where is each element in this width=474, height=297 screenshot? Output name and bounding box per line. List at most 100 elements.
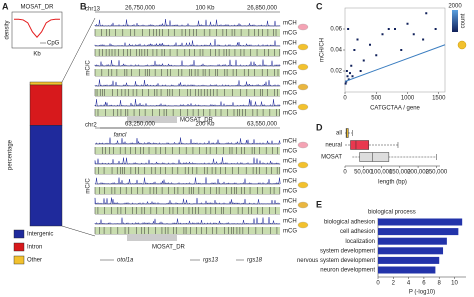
scatter-point [351,75,354,78]
scatter-point [353,49,356,51]
track-signal [95,167,280,174]
track-label: mCG [283,169,297,175]
track-signal [95,147,280,154]
track-signal [94,39,281,47]
track-label: mCH [283,41,297,47]
species-icon [297,83,309,91]
category-label: neuron development [320,268,375,274]
species-icon [297,181,309,189]
x-tick-label: 8 [438,281,442,287]
track-signal [94,177,281,185]
category-label: all [336,131,342,137]
panel-label: A [2,1,9,11]
gene-label: otol1a [117,258,134,264]
legend-label: Other [27,258,42,264]
species-icon [457,40,467,50]
x-tick-label: 50,000 [354,170,373,176]
track-signal [95,207,280,214]
scatter-point [347,28,350,30]
gene-label: rgs13 [203,258,219,264]
category-label: neural [325,143,342,149]
scatter-point [422,38,425,41]
x-tick-label: 2 [392,281,396,287]
legend-swatch [13,242,25,252]
track-label: mCG [283,189,297,195]
bar [378,247,444,255]
scatter-point [406,22,409,25]
bar [378,237,447,245]
track-label: mCH [283,199,297,205]
ruler-scale: 200 Kb [195,122,215,128]
tracks-y-label: mC/C [86,60,92,76]
x-axis-label: CATGCTAA / gene [370,106,420,112]
x-tick-label: 200,000 [407,170,429,176]
y-tick-label: 0.04 [330,48,342,54]
x-tick-label: 1500 [432,96,446,102]
legend-swatch [13,255,25,265]
track-label: mCH [283,159,297,165]
bar [378,256,440,264]
scatter-point [400,49,403,51]
species-icon [297,103,309,111]
element-label: MOSAT_DR [180,118,214,124]
x-axis-label: length (bp) [378,180,407,186]
track-label: mCG [283,149,297,155]
category-label: biological adhesion [324,220,375,226]
track-label: mCH [283,81,297,87]
scatter-point [350,64,353,67]
colorbar [452,10,458,32]
connector [61,17,96,83]
track-label: mCH [283,21,297,27]
box [345,128,349,138]
box [350,140,370,150]
box [359,152,390,162]
legend-label: Intergenic [27,232,53,238]
y-axis-label: percentage [8,139,14,170]
panel-label: E [316,199,322,209]
track-signal [94,79,281,87]
scatter-point [347,78,350,81]
category-label: cell adhesion [340,229,375,235]
scatter-point [394,28,396,30]
track-label: mCG [283,111,297,117]
y-tick-label: 0.02 [330,69,342,75]
x-tick-label: 6 [422,281,426,287]
coord-start: 26,750,000 [125,6,156,12]
track-label: mCH [283,219,297,225]
y-axis-label: mCH/CH [320,38,326,62]
x-tick-label: 250,000 [425,170,447,176]
bar [378,266,436,274]
x-axis-label: Kb [33,52,41,58]
scatter-point [425,12,428,15]
track-signal [94,137,281,145]
track-label: mCH [283,61,297,67]
trend-line [344,44,446,82]
legend-label: Intron [27,245,42,251]
coord-start: 63,250,000 [125,122,156,128]
x-tick-label: 1000 [401,96,415,102]
bar-segment [29,124,63,227]
species-icon [297,201,309,209]
species-icon [297,43,309,51]
x-tick-label: 10 [451,281,458,287]
scatter-point [344,82,347,85]
track-label: mCH [283,179,297,185]
species-icon [297,63,309,71]
legend-swatch [13,229,25,239]
species-icon [297,23,309,31]
scatter-point [362,59,365,62]
category-label: localization [345,239,375,245]
track-signal [94,217,281,225]
scatter-point [434,28,437,30]
track-signal [95,227,280,234]
density-line [14,18,60,38]
x-tick-label: 500 [371,96,382,102]
coord-end: 26,850,000 [247,6,278,12]
ruler-scale: 100 Kb [195,6,215,12]
track-label: mCH [283,101,297,107]
connector [61,225,96,237]
scatter-point [359,70,362,72]
category-label: nervous system development [297,258,375,264]
x-tick-label: 0 [376,281,380,287]
track-signal [95,49,280,56]
